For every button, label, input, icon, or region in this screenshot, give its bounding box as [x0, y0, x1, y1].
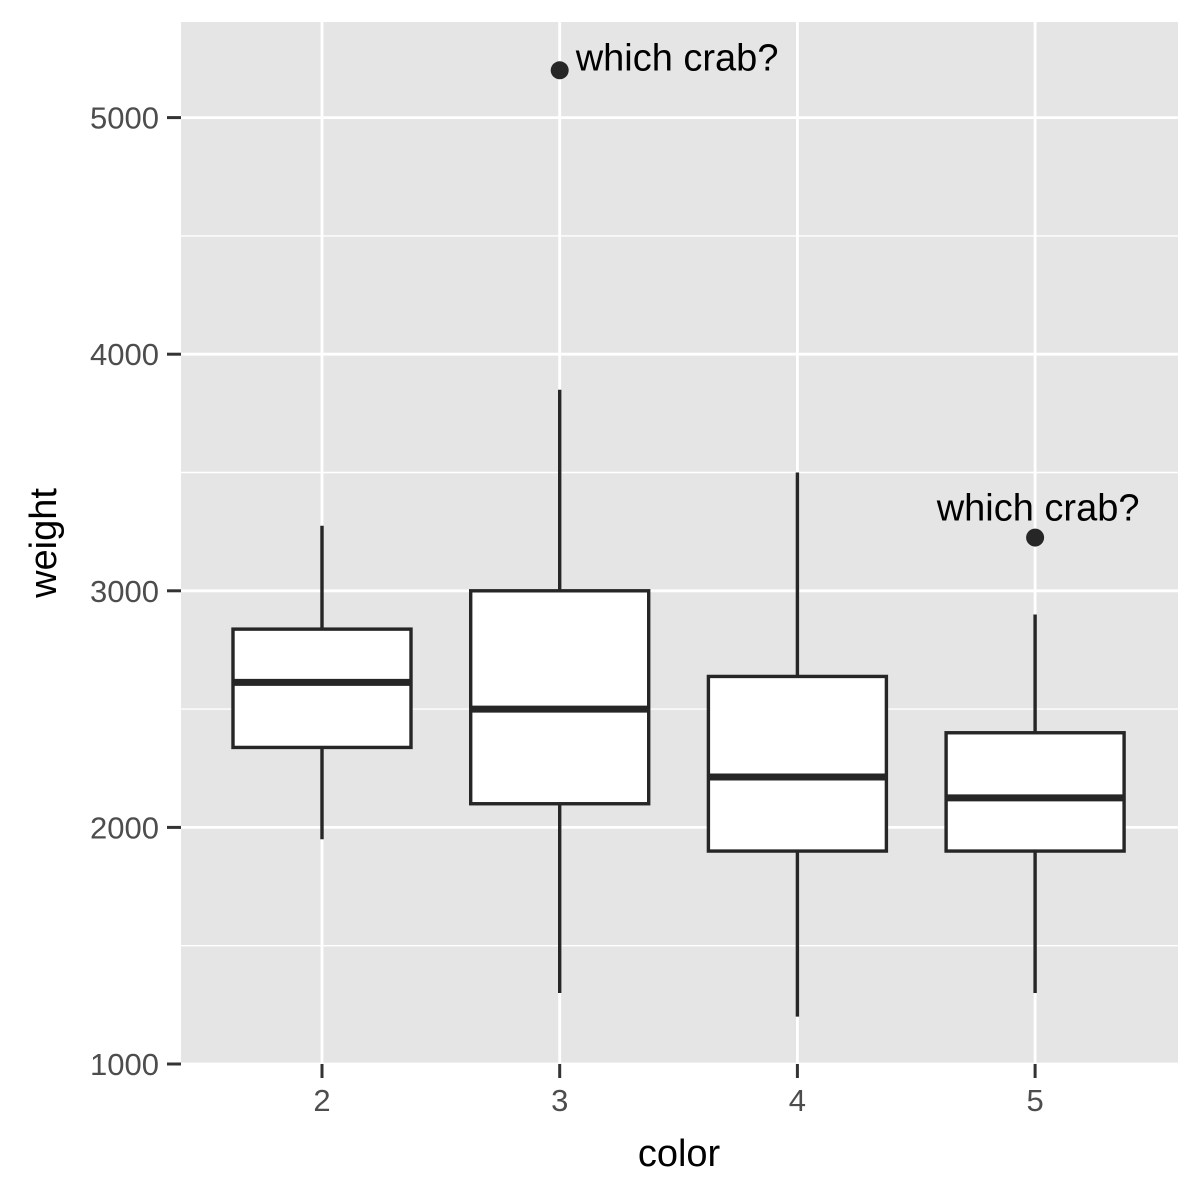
y-tick-label: 2000	[90, 810, 159, 845]
annotation-label: which crab?	[936, 488, 1140, 530]
outlier-points	[550, 61, 1045, 547]
box-4	[706, 472, 889, 1017]
x-tick-label: 4	[789, 1083, 806, 1118]
box-iqr	[706, 674, 889, 853]
y-tick-label: 3000	[90, 574, 159, 609]
x-axis-title: color	[638, 1133, 721, 1175]
box-iqr	[469, 589, 651, 806]
y-tick-label: 4000	[90, 337, 159, 372]
annotations: which crab? which crab?	[575, 37, 1140, 529]
boxes	[231, 389, 1126, 1017]
outlier-point	[550, 61, 569, 80]
annotation-label: which crab?	[575, 37, 779, 79]
outlier-point	[1026, 528, 1045, 547]
box-5	[944, 614, 1126, 994]
y-axis-title: weight	[23, 488, 65, 599]
x-tick-label: 2	[313, 1083, 330, 1118]
box-iqr	[944, 731, 1126, 853]
box-iqr	[231, 627, 413, 750]
y-axis: 1000 2000 3000 4000 5000	[90, 101, 181, 1082]
y-tick-label: 5000	[90, 101, 159, 136]
y-tick-label: 1000	[90, 1047, 159, 1082]
x-tick-label: 5	[1026, 1083, 1043, 1118]
plot-panel	[181, 22, 1178, 1064]
x-axis: 2 3 4 5	[313, 1064, 1044, 1118]
box-2	[231, 525, 413, 840]
x-tick-label: 3	[551, 1083, 568, 1118]
box-3	[469, 389, 651, 994]
